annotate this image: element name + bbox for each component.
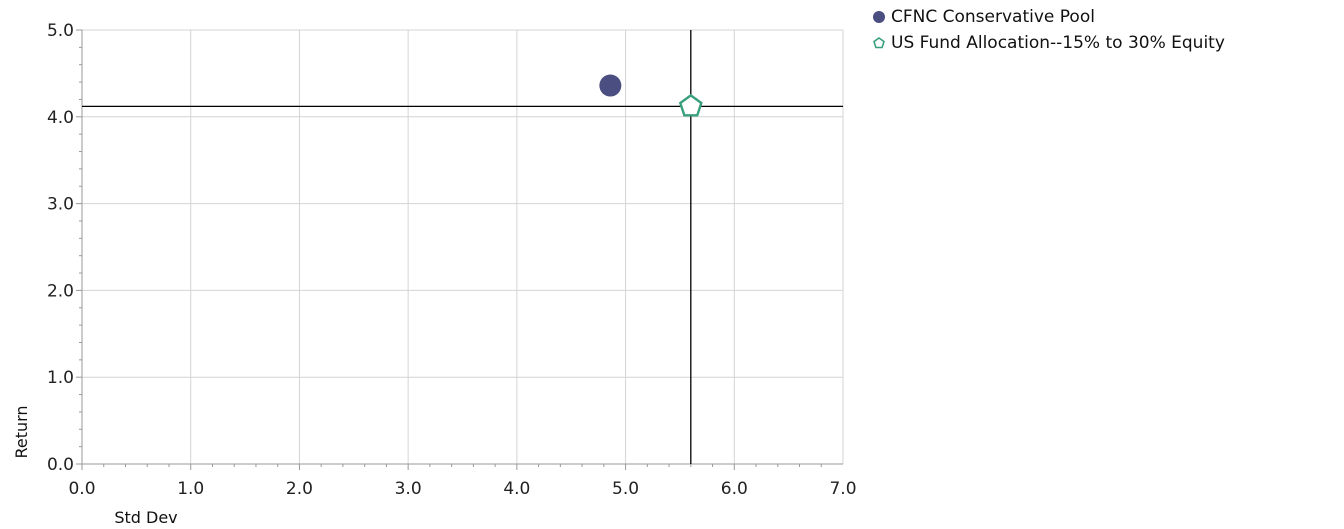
data-point-circle <box>599 74 622 97</box>
legend-item-series-2: US Fund Allocation--15% to 30% Equity <box>872 30 1225 56</box>
x-tick-label: 0.0 <box>68 479 95 499</box>
legend-label: CFNC Conservative Pool <box>891 7 1095 27</box>
y-tick-label: 2.0 <box>47 281 74 301</box>
pentagon-marker-icon <box>873 37 885 49</box>
y-axis-title: Return <box>12 405 31 458</box>
legend-item-series-1: CFNC Conservative Pool <box>872 4 1225 30</box>
axes <box>76 29 843 470</box>
x-tick-label: 2.0 <box>286 479 313 499</box>
legend: CFNC Conservative Pool US Fund Allocatio… <box>872 4 1225 56</box>
x-tick-label: 4.0 <box>503 479 530 499</box>
x-tick-label: 7.0 <box>829 479 856 499</box>
y-tick-label: 3.0 <box>47 195 74 215</box>
x-tick-label: 3.0 <box>395 479 422 499</box>
y-tick-label: 1.0 <box>47 368 74 388</box>
x-axis-title: Std Dev <box>114 508 177 527</box>
data-point-pentagon <box>678 93 703 117</box>
y-tick-label: 4.0 <box>47 108 74 128</box>
x-tick-label: 1.0 <box>177 479 204 499</box>
data-points <box>599 74 703 117</box>
legend-label: US Fund Allocation--15% to 30% Equity <box>891 33 1225 53</box>
reference-lines <box>82 30 843 464</box>
tick-labels: 0.0 1.0 2.0 3.0 4.0 5.0 6.0 7.0 0.0 1.0 2.0 3.0 4.0 5… <box>47 21 857 499</box>
circle-marker-icon <box>873 11 885 23</box>
x-tick-label: 6.0 <box>721 479 748 499</box>
grid <box>82 29 844 464</box>
x-tick-label: 5.0 <box>612 479 639 499</box>
y-tick-label: 0.0 <box>47 455 74 475</box>
y-tick-label: 5.0 <box>47 21 74 41</box>
